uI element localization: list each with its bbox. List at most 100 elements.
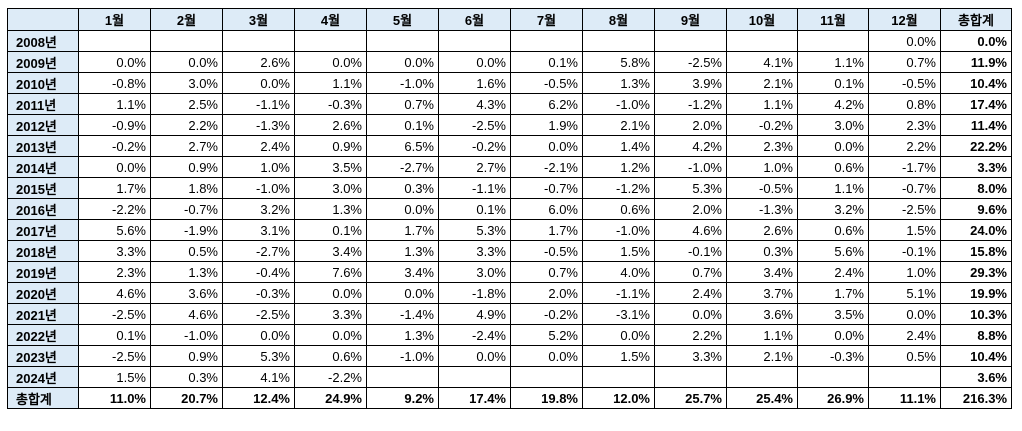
month-value-cell: -1.0%: [366, 72, 439, 94]
row-year-label: 2016년: [7, 198, 79, 220]
row-year-label: 2014년: [7, 156, 79, 178]
month-value-cell: 4.1%: [222, 366, 295, 388]
header-cell: 4월: [294, 8, 367, 31]
month-value-cell: -1.7%: [868, 156, 941, 178]
table-row: 2023년 -2.5% 0.9% 5.3% 0.6% -1.0% 0.0% 0.0% 1.5% 3…: [7, 345, 1012, 367]
footer-cell: 11.0%: [78, 387, 151, 409]
month-value-cell: 1.1%: [726, 324, 798, 346]
month-value-cell: -0.5%: [726, 177, 798, 199]
month-value-cell: -2.5%: [222, 303, 295, 325]
footer-label: 총합계: [7, 387, 79, 409]
month-value-cell: 0.0%: [868, 30, 941, 52]
month-value-cell: 6.5%: [366, 135, 439, 157]
month-value-cell: -1.1%: [222, 93, 295, 115]
month-value-cell: 1.1%: [797, 177, 869, 199]
month-value-cell: -1.0%: [150, 324, 223, 346]
table-row: 2020년 4.6% 3.6% -0.3% 0.0% 0.0% -1.8% 2.0% -1.1%…: [7, 282, 1012, 304]
table-row: 2015년 1.7% 1.8% -1.0% 3.0% 0.3% -1.1% -0.7% -1.2…: [7, 177, 1012, 199]
month-value-cell: 2.2%: [868, 135, 941, 157]
month-value-cell: 1.1%: [726, 93, 798, 115]
month-value-cell: 3.1%: [222, 219, 295, 241]
month-value-cell: 0.3%: [726, 240, 798, 262]
month-value-cell: [150, 30, 223, 52]
month-value-cell: -1.0%: [582, 219, 655, 241]
month-value-cell: 0.0%: [150, 51, 223, 73]
month-value-cell: 0.6%: [797, 156, 869, 178]
month-value-cell: 1.1%: [78, 93, 151, 115]
month-value-cell: 3.5%: [797, 303, 869, 325]
month-value-cell: 2.2%: [150, 114, 223, 136]
footer-cell: 12.0%: [582, 387, 655, 409]
month-value-cell: -0.1%: [654, 240, 727, 262]
month-value-cell: 0.7%: [654, 261, 727, 283]
month-value-cell: -2.5%: [78, 303, 151, 325]
month-value-cell: 0.1%: [510, 51, 583, 73]
month-value-cell: -1.1%: [582, 282, 655, 304]
month-value-cell: 1.1%: [294, 72, 367, 94]
month-value-cell: -1.0%: [654, 156, 727, 178]
month-value-cell: 5.3%: [222, 345, 295, 367]
month-value-cell: 3.3%: [654, 345, 727, 367]
month-value-cell: 2.4%: [654, 282, 727, 304]
row-year-label: 2018년: [7, 240, 79, 262]
month-value-cell: -0.9%: [78, 114, 151, 136]
month-value-cell: 0.0%: [438, 51, 511, 73]
month-value-cell: 2.0%: [654, 114, 727, 136]
row-total-cell: 8.8%: [940, 324, 1012, 346]
month-value-cell: -0.3%: [294, 93, 367, 115]
month-value-cell: 5.8%: [582, 51, 655, 73]
row-total-cell: 3.6%: [940, 366, 1012, 388]
month-value-cell: -1.0%: [582, 93, 655, 115]
table-row: 2021년 -2.5% 4.6% -2.5% 3.3% -1.4% 4.9% -0.2% -3.…: [7, 303, 1012, 325]
month-value-cell: -2.2%: [294, 366, 367, 388]
month-value-cell: -1.3%: [222, 114, 295, 136]
monthly-returns-table: 1월 2월 3월 4월 5월 6월 7월 8월 9월 10월 11월 12월 총…: [7, 8, 1012, 409]
month-value-cell: -1.3%: [726, 198, 798, 220]
table-row: 2010년 -0.8% 3.0% 0.0% 1.1% -1.0% 1.6% -0.5% 1.3%…: [7, 72, 1012, 94]
month-value-cell: 4.9%: [438, 303, 511, 325]
month-value-cell: 0.0%: [294, 282, 367, 304]
footer-row: 총합계 11.0% 20.7% 12.4% 24.9% 9.2% 17.4% 1…: [7, 387, 1012, 409]
month-value-cell: 4.3%: [438, 93, 511, 115]
month-value-cell: -2.5%: [868, 198, 941, 220]
month-value-cell: 1.9%: [510, 114, 583, 136]
table-row: 2012년 -0.9% 2.2% -1.3% 2.6% 0.1% -2.5% 1.9% 2.1%…: [7, 114, 1012, 136]
table-row: 2009년 0.0% 0.0% 2.6% 0.0% 0.0% 0.0% 0.1% 5.8% -2.…: [7, 51, 1012, 73]
month-value-cell: 3.2%: [797, 198, 869, 220]
month-value-cell: -2.7%: [222, 240, 295, 262]
month-value-cell: 3.6%: [150, 282, 223, 304]
month-value-cell: 1.8%: [150, 177, 223, 199]
month-value-cell: 0.0%: [366, 198, 439, 220]
month-value-cell: 3.3%: [438, 240, 511, 262]
month-value-cell: -0.2%: [78, 135, 151, 157]
table-row: 2017년 5.6% -1.9% 3.1% 0.1% 1.7% 5.3% 1.7% -1.0% 4…: [7, 219, 1012, 241]
month-value-cell: 0.0%: [366, 282, 439, 304]
month-value-cell: 1.0%: [726, 156, 798, 178]
row-total-cell: 10.3%: [940, 303, 1012, 325]
row-total-cell: 17.4%: [940, 93, 1012, 115]
month-value-cell: 2.1%: [582, 114, 655, 136]
month-value-cell: 0.0%: [222, 324, 295, 346]
month-value-cell: 0.0%: [294, 51, 367, 73]
row-year-label: 2012년: [7, 114, 79, 136]
month-value-cell: -2.5%: [78, 345, 151, 367]
month-value-cell: 0.1%: [797, 72, 869, 94]
header-cell: 11월: [797, 8, 869, 31]
footer-cell: 24.9%: [294, 387, 367, 409]
month-value-cell: 7.6%: [294, 261, 367, 283]
month-value-cell: [438, 366, 511, 388]
month-value-cell: -1.2%: [654, 93, 727, 115]
table-row: 2016년 -2.2% -0.7% 3.2% 1.3% 0.0% 0.1% 6.0% 0.6% 2…: [7, 198, 1012, 220]
month-value-cell: 2.4%: [222, 135, 295, 157]
month-value-cell: -1.0%: [366, 345, 439, 367]
month-value-cell: [726, 366, 798, 388]
month-value-cell: 5.3%: [654, 177, 727, 199]
month-value-cell: [366, 366, 439, 388]
month-value-cell: -1.9%: [150, 219, 223, 241]
month-value-cell: 6.0%: [510, 198, 583, 220]
month-value-cell: [294, 30, 367, 52]
month-value-cell: 0.0%: [797, 135, 869, 157]
month-value-cell: 0.6%: [582, 198, 655, 220]
month-value-cell: 0.7%: [868, 51, 941, 73]
month-value-cell: 2.2%: [654, 324, 727, 346]
